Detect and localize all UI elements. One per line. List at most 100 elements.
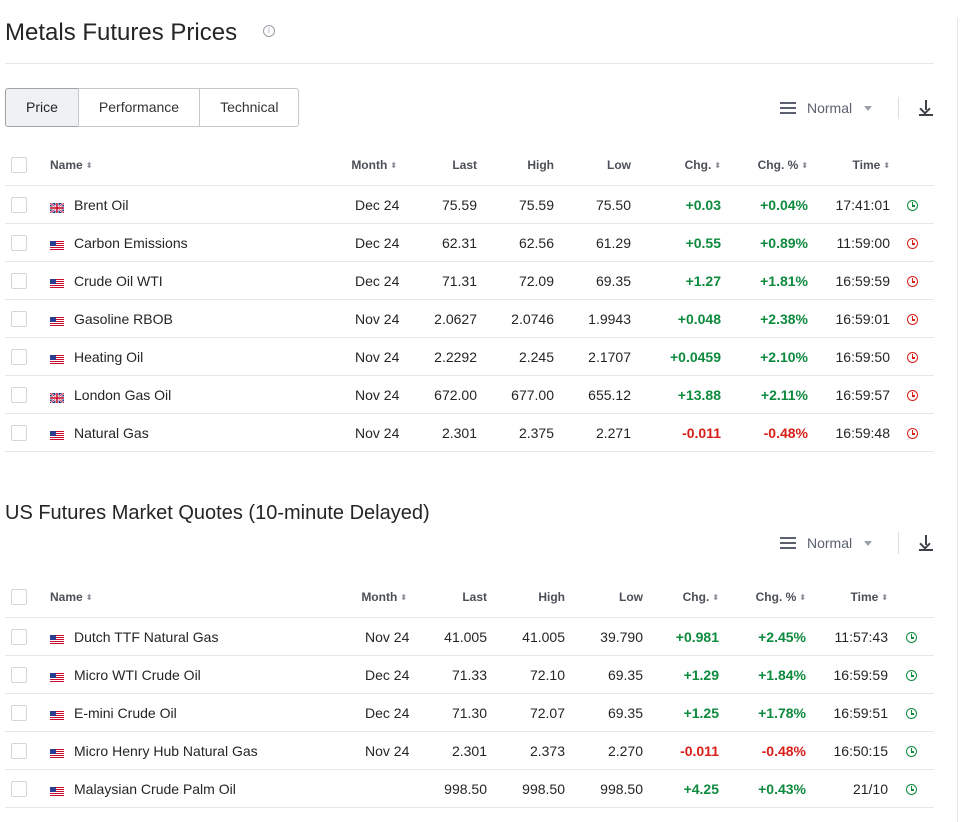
tab-technical[interactable]: Technical bbox=[199, 88, 300, 127]
view-mode-select[interactable]: Normal bbox=[780, 100, 873, 116]
instrument-cell[interactable]: Malaysian Crude Palm Oil bbox=[50, 769, 315, 808]
col-chg-header[interactable]: Chg. ⬍ bbox=[643, 577, 719, 618]
instrument-name-link[interactable]: Natural Gas bbox=[74, 424, 149, 441]
table-row[interactable]: Crude Oil WTI Dec 24 71.31 72.09 69.35 +1.27 +… bbox=[5, 261, 934, 300]
tab-performance[interactable]: Performance bbox=[77, 88, 201, 127]
table-row[interactable]: Gasoline RBOB Nov 24 2.0627 2.0746 1.9943 +0.… bbox=[5, 299, 934, 338]
col-name-header[interactable]: Name ⬍ bbox=[50, 145, 305, 186]
table-row[interactable]: Carbon Emissions Dec 24 62.31 62.56 61.29 +0.… bbox=[5, 223, 934, 262]
us-flag-icon bbox=[50, 632, 64, 645]
high-cell: 72.07 bbox=[487, 693, 565, 732]
instrument-cell[interactable]: Natural Gas bbox=[50, 413, 305, 452]
instrument-cell[interactable]: Crude Oil WTI bbox=[50, 261, 305, 300]
instrument-cell[interactable]: Carbon Emissions bbox=[50, 223, 305, 262]
time-cell: 16:59:01 bbox=[808, 299, 890, 338]
table-row[interactable]: E-mini Crude Oil Dec 24 71.30 72.07 69.35 +1.… bbox=[5, 693, 934, 732]
view-mode-select[interactable]: Normal bbox=[780, 535, 873, 551]
time-cell: 16:59:59 bbox=[806, 655, 888, 694]
instrument-cell[interactable]: Brent Oil bbox=[49, 185, 305, 224]
last-cell: 2.0627 bbox=[397, 299, 477, 338]
caret-down-icon bbox=[864, 540, 873, 546]
instrument-name-link[interactable]: Dutch TTF Natural Gas bbox=[74, 628, 219, 645]
instrument-name-link[interactable]: Crude Oil WTI bbox=[74, 272, 163, 289]
row-checkbox[interactable] bbox=[5, 223, 50, 262]
table-row[interactable]: London Gas Oil Nov 24 672.00 677.00 655.12 +1… bbox=[5, 375, 934, 414]
instrument-cell[interactable]: Heating Oil bbox=[50, 337, 305, 376]
row-checkbox[interactable] bbox=[5, 299, 50, 338]
time-cell: 11:59:00 bbox=[808, 223, 890, 262]
us-flag-icon bbox=[50, 276, 64, 289]
table-row[interactable]: Brent Oil Dec 24 75.59 75.59 75.50 +0.03 +0.04… bbox=[5, 185, 934, 224]
time-cell: 17:41:01 bbox=[808, 185, 890, 224]
col-chg-header[interactable]: Chg. ⬍ bbox=[631, 145, 721, 186]
col-last-header: Last bbox=[397, 145, 477, 186]
select-all-checkbox[interactable] bbox=[5, 577, 50, 618]
row-checkbox[interactable] bbox=[5, 693, 50, 732]
high-cell: 2.373 bbox=[487, 731, 565, 770]
instrument-name-link[interactable]: Micro Henry Hub Natural Gas bbox=[74, 742, 258, 759]
table-row[interactable]: Heating Oil Nov 24 2.2292 2.245 2.1707 +0.045… bbox=[5, 337, 934, 376]
col-chgpct-header[interactable]: Chg. % ⬍ bbox=[719, 577, 806, 618]
low-cell: 61.29 bbox=[554, 223, 631, 262]
row-checkbox[interactable] bbox=[5, 769, 50, 808]
row-checkbox[interactable] bbox=[5, 185, 50, 224]
time-cell: 16:59:59 bbox=[808, 261, 890, 300]
clock-icon bbox=[906, 276, 918, 288]
instrument-name-link[interactable]: Carbon Emissions bbox=[74, 234, 188, 251]
instrument-cell[interactable]: Micro WTI Crude Oil bbox=[50, 655, 315, 694]
col-chgpct-header[interactable]: Chg. % ⬍ bbox=[721, 145, 808, 186]
last-cell: 62.31 bbox=[397, 223, 477, 262]
status-cell bbox=[890, 223, 934, 262]
download-icon[interactable] bbox=[919, 535, 933, 551]
instrument-name-link[interactable]: Gasoline RBOB bbox=[74, 310, 173, 327]
instrument-name-link[interactable]: London Gas Oil bbox=[74, 386, 172, 403]
row-checkbox[interactable] bbox=[5, 413, 50, 452]
col-last-header: Last bbox=[407, 577, 487, 618]
instrument-name-link[interactable]: Heating Oil bbox=[74, 348, 144, 365]
low-cell: 998.50 bbox=[565, 769, 643, 808]
last-cell: 672.00 bbox=[397, 375, 477, 414]
col-month-header[interactable]: Month ⬍ bbox=[315, 577, 407, 618]
status-cell bbox=[888, 617, 934, 656]
table-row[interactable]: Malaysian Crude Palm Oil 998.50 998.50 998.… bbox=[5, 769, 934, 808]
download-icon[interactable] bbox=[919, 100, 933, 116]
col-month-header[interactable]: Month ⬍ bbox=[305, 145, 397, 186]
instrument-name-link[interactable]: Micro WTI Crude Oil bbox=[74, 666, 201, 683]
table-row[interactable]: Micro Henry Hub Natural Gas Nov 24 2.301 2.… bbox=[5, 731, 934, 770]
table-row[interactable]: Micro WTI Crude Oil Dec 24 71.33 72.10 69.35… bbox=[5, 655, 934, 694]
sort-icon: ⬍ bbox=[390, 161, 397, 170]
last-cell: 71.31 bbox=[397, 261, 477, 300]
chgpct-cell: -0.48% bbox=[719, 731, 806, 770]
instrument-name-link[interactable]: E-mini Crude Oil bbox=[74, 704, 177, 721]
row-checkbox[interactable] bbox=[5, 655, 50, 694]
row-checkbox[interactable] bbox=[5, 617, 50, 656]
us-flag-icon bbox=[50, 746, 64, 759]
chg-cell: +0.03 bbox=[631, 185, 721, 224]
sort-icon: ⬍ bbox=[799, 593, 806, 602]
instrument-cell[interactable]: Gasoline RBOB bbox=[50, 299, 305, 338]
table-row[interactable]: Natural Gas Nov 24 2.301 2.375 2.271 -0.011 -0… bbox=[5, 413, 934, 452]
col-time-header[interactable]: Time ⬍ bbox=[808, 145, 890, 186]
info-icon[interactable]: i bbox=[263, 25, 275, 37]
row-checkbox[interactable] bbox=[5, 337, 50, 376]
select-all-checkbox[interactable] bbox=[5, 145, 50, 186]
last-cell: 2.2292 bbox=[397, 337, 477, 376]
month-cell: Dec 24 bbox=[305, 185, 399, 224]
instrument-cell[interactable]: Micro Henry Hub Natural Gas bbox=[50, 731, 315, 770]
col-time-header[interactable]: Time ⬍ bbox=[806, 577, 888, 618]
status-cell bbox=[890, 185, 934, 224]
table-row[interactable]: Dutch TTF Natural Gas Nov 24 41.005 41.005 3… bbox=[5, 617, 934, 656]
instrument-cell[interactable]: E-mini Crude Oil bbox=[50, 693, 315, 732]
instrument-name-link[interactable]: Malaysian Crude Palm Oil bbox=[74, 780, 236, 797]
table-header-row: Name ⬍ Month ⬍ Last High Low Chg. ⬍ Chg. % ⬍… bbox=[5, 577, 934, 618]
row-checkbox[interactable] bbox=[5, 261, 50, 300]
status-cell bbox=[890, 261, 934, 300]
chg-cell: +0.0459 bbox=[631, 337, 721, 376]
instrument-name-link[interactable]: Brent Oil bbox=[74, 196, 129, 213]
row-checkbox[interactable] bbox=[5, 375, 50, 414]
instrument-cell[interactable]: Dutch TTF Natural Gas bbox=[50, 617, 315, 656]
instrument-cell[interactable]: London Gas Oil bbox=[49, 375, 305, 414]
col-name-header[interactable]: Name ⬍ bbox=[50, 577, 315, 618]
tab-price[interactable]: Price bbox=[5, 88, 79, 127]
row-checkbox[interactable] bbox=[5, 731, 50, 770]
